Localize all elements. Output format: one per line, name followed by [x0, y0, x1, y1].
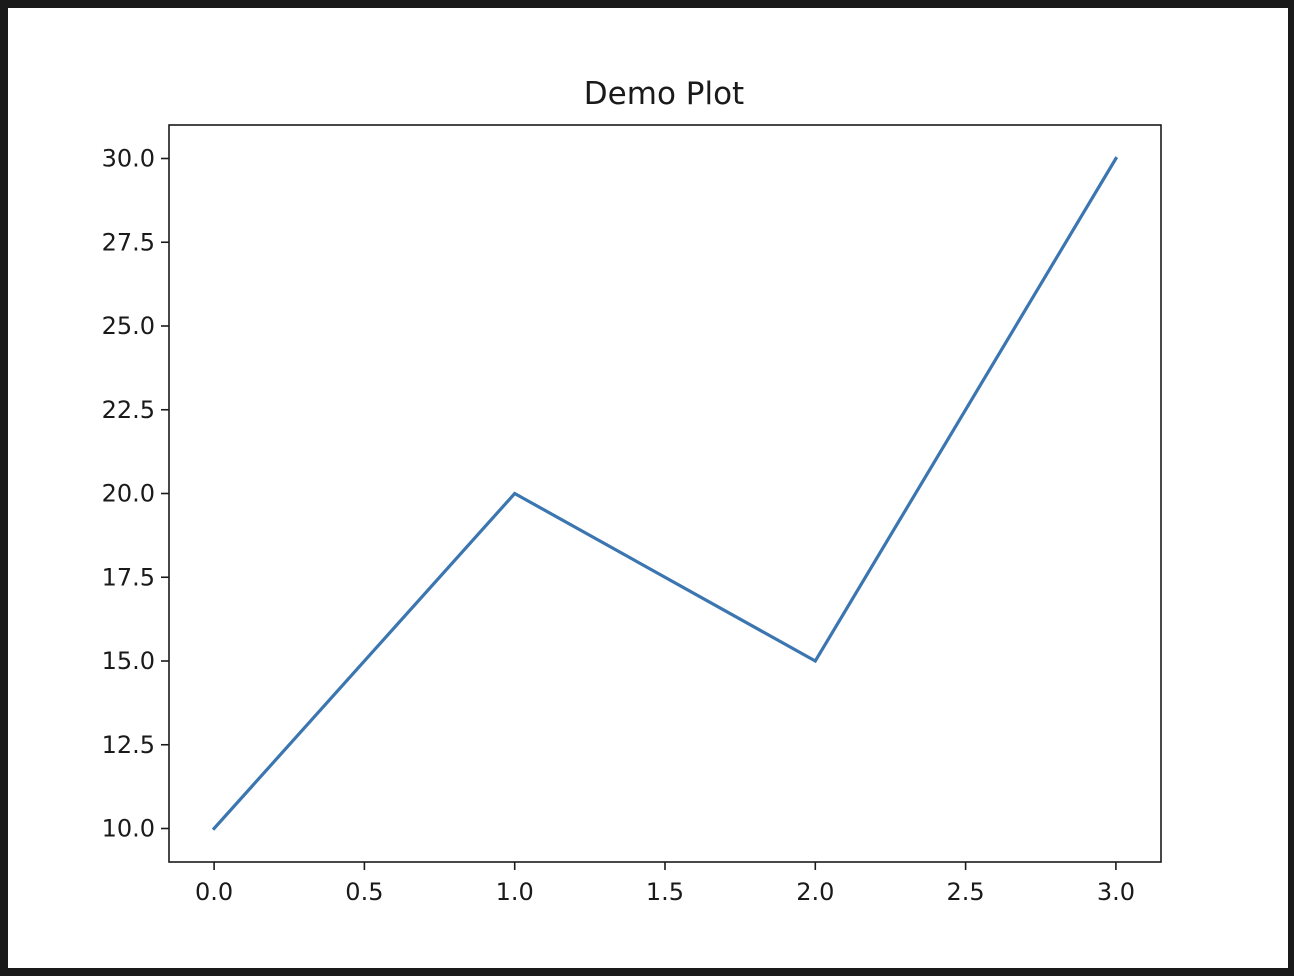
figure-frame: Demo Plot 0.0 0.5 1.0 1.5 2.0 2.5 3.0 10.0 12.5… [8, 8, 1288, 968]
chart-title: Demo Plot [584, 76, 744, 112]
plot-area [168, 124, 1162, 863]
series-line [211, 156, 1119, 831]
y-tick-label: 10.0 [102, 815, 155, 843]
y-tick-label: 25.0 [102, 312, 155, 340]
y-axis: 10.0 12.5 15.0 17.5 20.0 22.5 25.0 27.5 30.0 [102, 145, 169, 843]
x-tick-label: 2.5 [947, 878, 985, 906]
x-tick-label: 0.5 [345, 878, 383, 906]
y-tick-label: 30.0 [102, 145, 155, 173]
line-chart: Demo Plot 0.0 0.5 1.0 1.5 2.0 2.5 3.0 10.0 12.5… [102, 76, 1162, 906]
y-tick-label: 12.5 [102, 731, 155, 759]
y-tick-label: 15.0 [102, 647, 155, 675]
x-tick-label: 0.0 [195, 878, 233, 906]
series-layer [211, 156, 1119, 831]
y-tick-label: 20.0 [102, 480, 155, 508]
x-tick-label: 1.0 [496, 878, 534, 906]
y-tick-label: 22.5 [102, 396, 155, 424]
y-tick-label: 27.5 [102, 228, 155, 256]
y-tick-label: 17.5 [102, 563, 155, 591]
x-tick-label: 1.5 [646, 878, 684, 906]
x-tick-label: 2.0 [796, 878, 834, 906]
x-tick-label: 3.0 [1097, 878, 1135, 906]
x-axis: 0.0 0.5 1.0 1.5 2.0 2.5 3.0 [195, 862, 1135, 906]
